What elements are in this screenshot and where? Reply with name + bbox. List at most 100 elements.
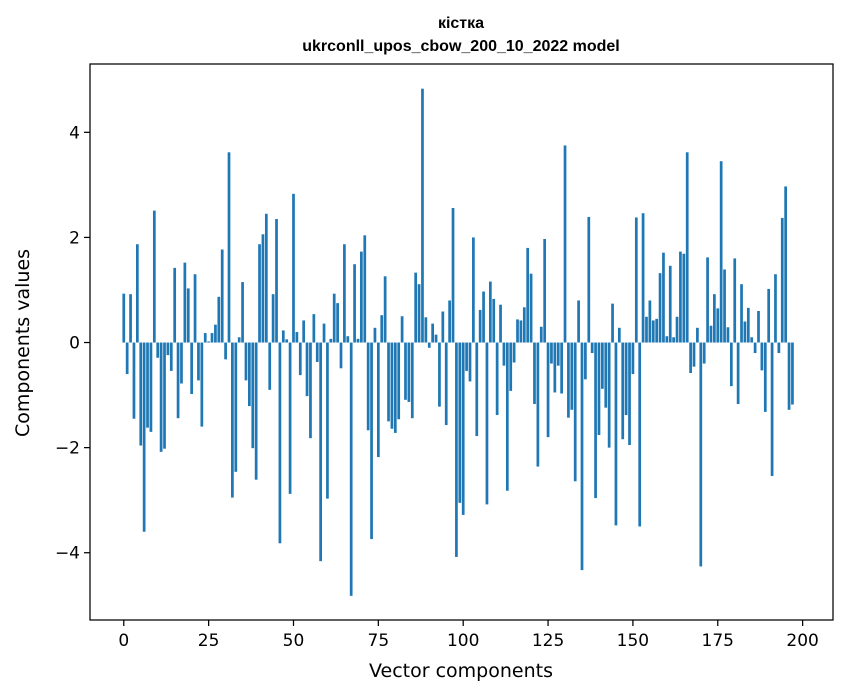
bar (414, 272, 418, 343)
y-axis-label: Components values (12, 249, 34, 437)
bar (132, 342, 136, 419)
bar (407, 342, 411, 402)
bar (526, 247, 530, 343)
bar (651, 320, 655, 343)
bar (624, 342, 628, 416)
bar (590, 342, 594, 354)
bar (244, 342, 248, 381)
bar (295, 332, 299, 343)
bar (539, 326, 543, 343)
bar (288, 342, 292, 494)
y-tick-label: −2 (55, 439, 80, 459)
bar (760, 342, 764, 371)
bar-series (122, 88, 794, 596)
bar (366, 342, 370, 431)
bar (166, 342, 170, 356)
bar (719, 161, 723, 343)
bar (434, 334, 438, 343)
bar (224, 342, 227, 360)
bar (214, 324, 217, 343)
bar (163, 342, 166, 449)
bar (682, 253, 686, 343)
bar (774, 274, 777, 343)
bar (699, 342, 703, 567)
bar (251, 342, 255, 449)
bar (713, 294, 716, 343)
bar (780, 217, 784, 343)
y-axis: −4 −2 0 2 4 (55, 123, 90, 564)
bar (763, 342, 767, 412)
bar (648, 300, 652, 343)
bar (468, 342, 472, 382)
x-tick-label: 50 (283, 631, 305, 651)
bar (529, 273, 533, 343)
bar (122, 293, 126, 343)
bar (580, 342, 584, 571)
bar (258, 244, 261, 343)
bar (505, 342, 509, 491)
bar (312, 314, 316, 343)
bar (444, 342, 448, 426)
bar (329, 338, 333, 343)
bar (400, 316, 404, 343)
bar (522, 307, 526, 343)
bar (617, 327, 621, 343)
bar (376, 342, 380, 458)
bar (343, 244, 346, 343)
bar (587, 216, 591, 343)
bar (757, 310, 760, 343)
x-axis-label: Vector components (369, 660, 553, 682)
bar (261, 234, 265, 343)
x-tick-label: 175 (702, 631, 734, 651)
bar (315, 342, 319, 362)
x-tick-label: 75 (368, 631, 390, 651)
bar (360, 251, 363, 343)
bar (696, 327, 699, 343)
bar (604, 342, 608, 408)
x-tick-label: 0 (118, 631, 129, 651)
bar (570, 342, 574, 410)
bar (594, 342, 597, 499)
bar (601, 342, 604, 389)
bar (353, 264, 356, 343)
bar (278, 342, 282, 544)
bar (370, 342, 373, 540)
bar (495, 342, 499, 416)
bar (791, 342, 794, 405)
bar (706, 257, 709, 343)
bar (702, 342, 706, 364)
bar (478, 309, 482, 343)
bar (611, 303, 614, 343)
bar (326, 342, 329, 499)
bar (319, 342, 322, 562)
bar (387, 342, 390, 422)
bar (404, 342, 407, 400)
bar (248, 342, 251, 407)
bar (383, 276, 387, 343)
bar (234, 342, 238, 472)
bar (675, 316, 679, 343)
x-axis: 0 25 50 75 100 125 150 175 200 (118, 620, 819, 651)
bar (183, 262, 187, 343)
bar (142, 342, 146, 532)
bar (424, 317, 428, 343)
bar (485, 342, 489, 505)
bar (285, 339, 289, 343)
bar (546, 342, 550, 438)
bar (193, 274, 197, 343)
bar (390, 342, 394, 429)
bar (231, 342, 234, 498)
bar (689, 342, 692, 374)
bar (322, 323, 326, 343)
bar (556, 342, 560, 366)
bar (186, 288, 190, 343)
y-tick-label: 2 (69, 228, 80, 248)
bar (431, 323, 435, 343)
bar (563, 145, 567, 343)
bar (777, 342, 781, 354)
bar (451, 207, 455, 343)
y-tick-label: −4 (55, 544, 80, 564)
bar (736, 342, 740, 405)
bar (302, 320, 306, 343)
bar (672, 337, 675, 343)
